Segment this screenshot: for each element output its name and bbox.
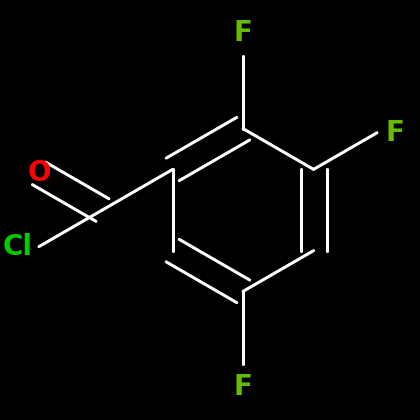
Text: Cl: Cl — [3, 233, 33, 260]
Text: F: F — [234, 19, 252, 47]
Text: O: O — [27, 160, 51, 187]
Text: F: F — [385, 119, 404, 147]
Text: F: F — [234, 373, 252, 401]
